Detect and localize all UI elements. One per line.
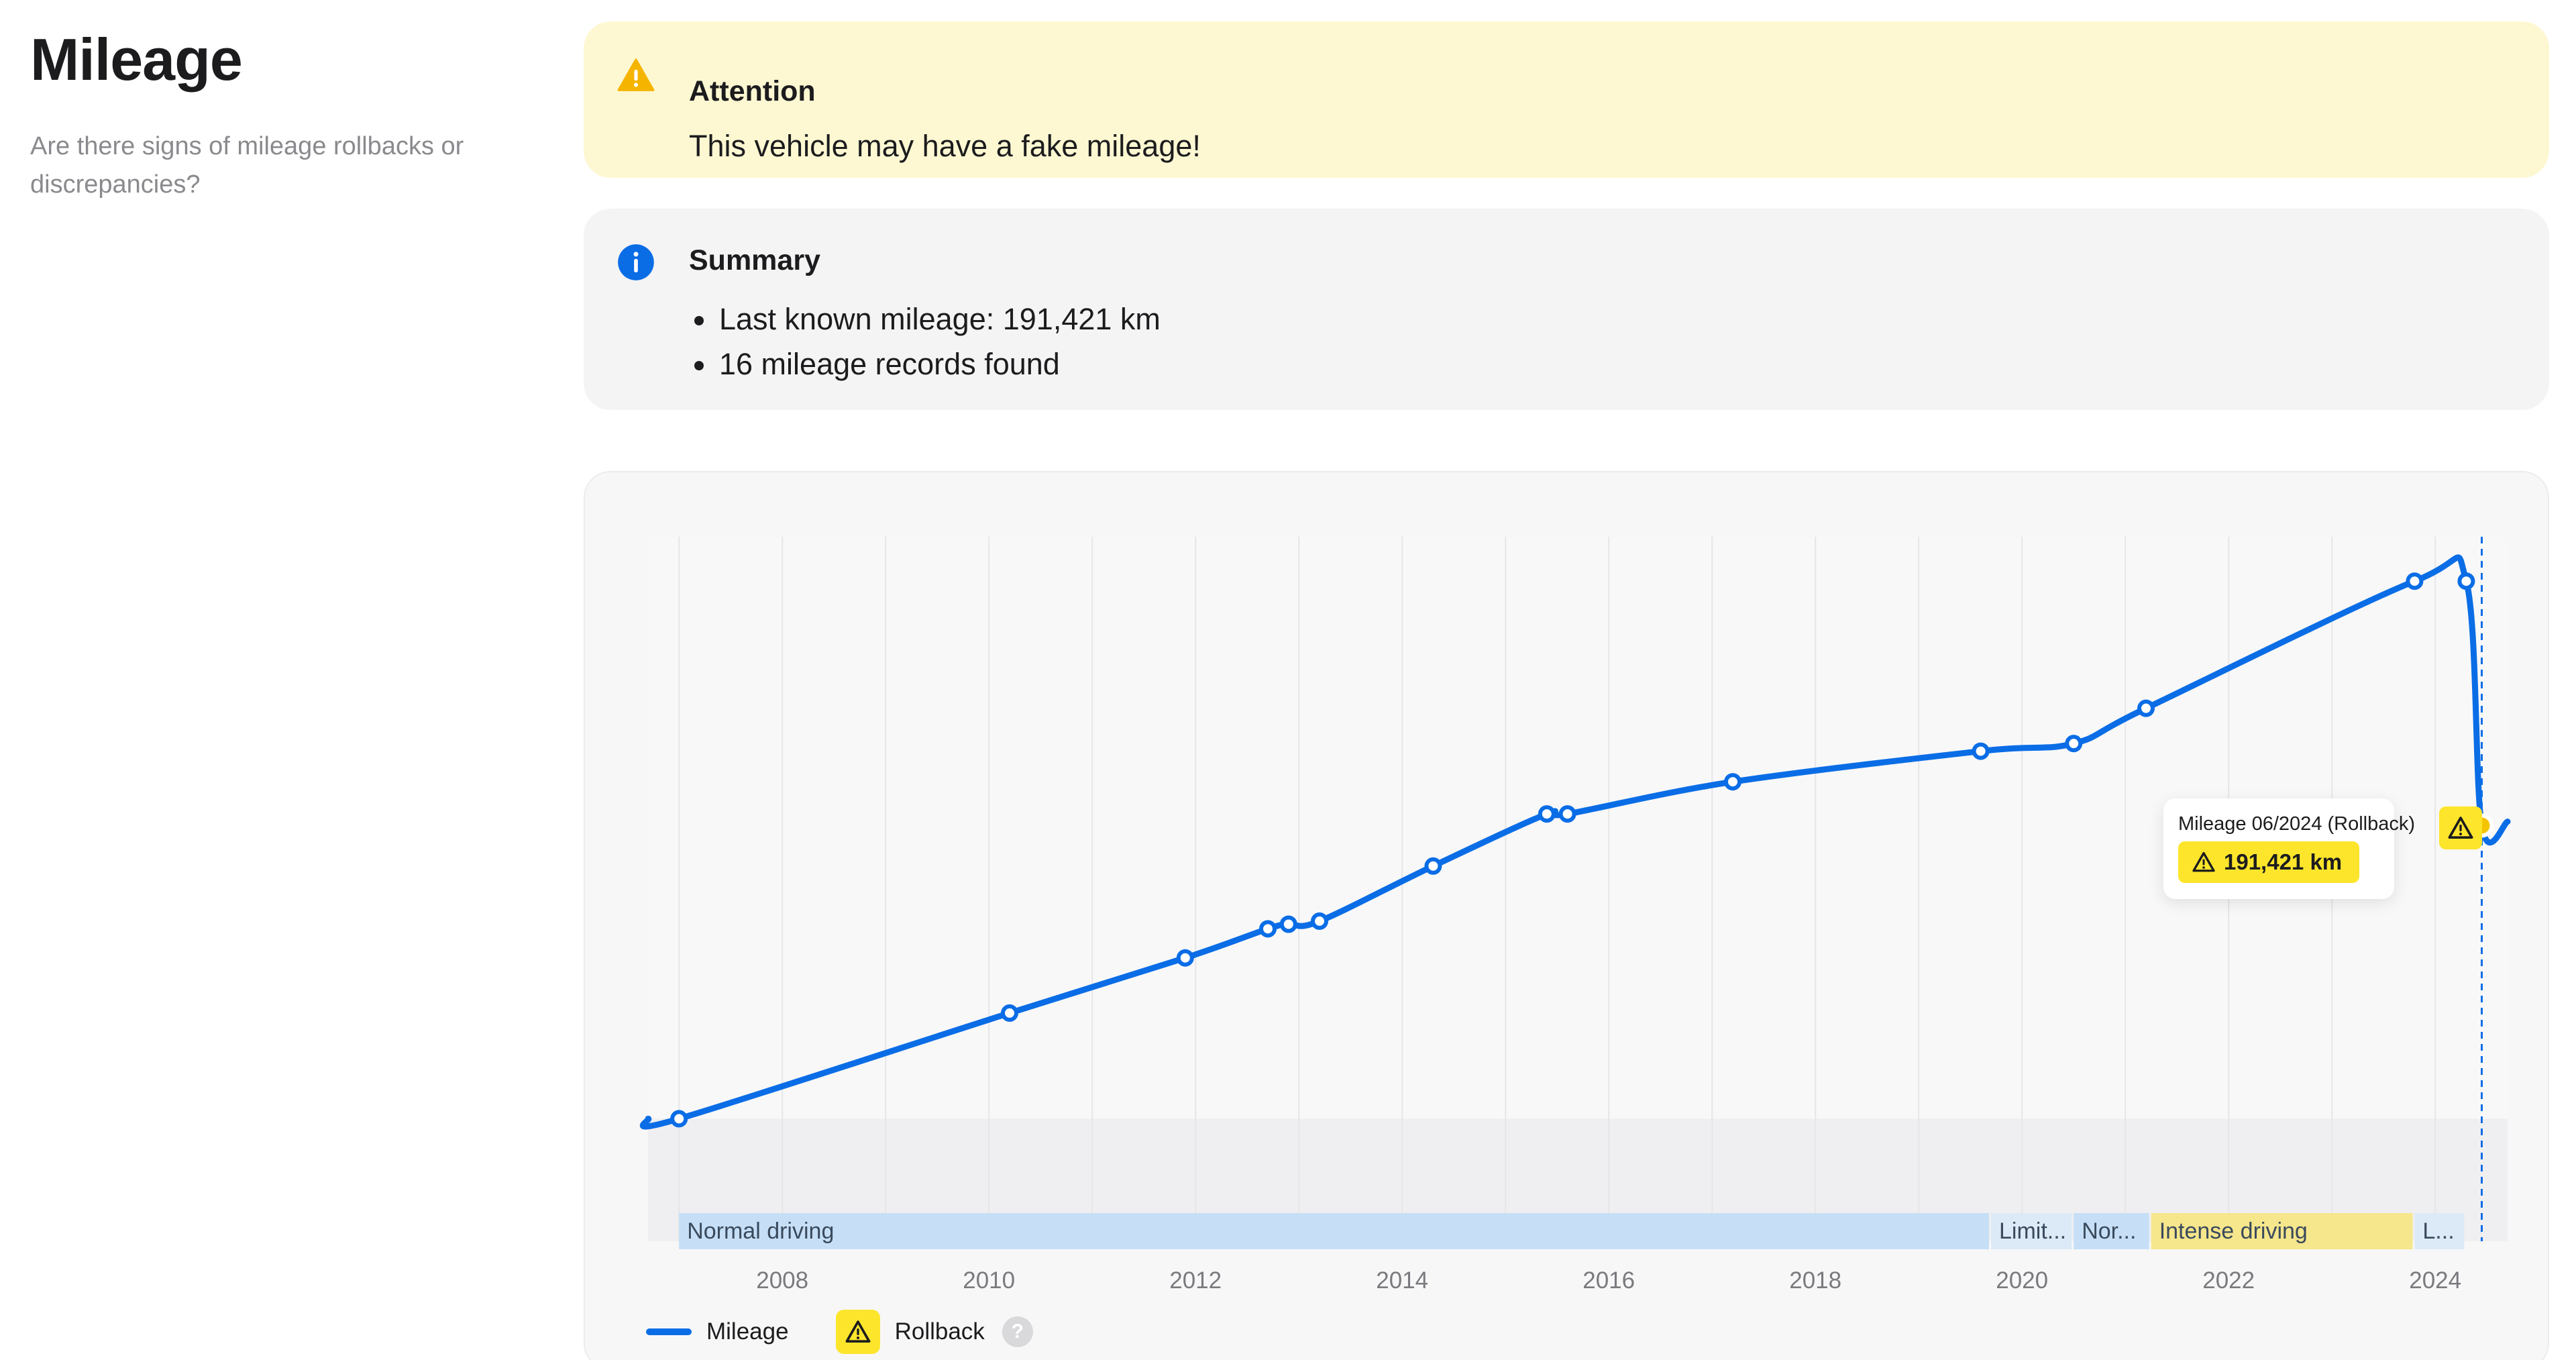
summary-title: Summary — [689, 244, 820, 276]
driving-band-label: Limit... — [1999, 1218, 2066, 1244]
x-tick-label: 2010 — [963, 1267, 1015, 1294]
x-tick-label: 2022 — [2202, 1267, 2255, 1294]
legend-mileage-swatch — [646, 1328, 692, 1335]
help-icon[interactable]: ? — [1002, 1316, 1033, 1347]
chart-legend: Mileage Rollback ? — [646, 1308, 1033, 1355]
data-point — [1176, 949, 1194, 967]
warning-triangle-icon — [845, 1320, 871, 1343]
tooltip-value-badge: 191,421 km — [2178, 841, 2360, 883]
rollback-tooltip: Mileage 06/2024 (Rollback) 191,421 km — [2163, 798, 2415, 899]
legend-rollback-label: Rollback — [894, 1318, 985, 1345]
summary-item-last-mileage: Last known mileage: 191,421 km — [689, 297, 1161, 342]
data-point — [1259, 920, 1277, 938]
tooltip-value: 191,421 km — [2224, 849, 2343, 874]
data-point — [1558, 805, 1576, 823]
data-point — [1279, 915, 1297, 933]
data-point — [1724, 773, 1741, 791]
x-tick-label: 2018 — [1789, 1267, 1841, 1294]
driving-band — [2414, 1213, 2465, 1249]
summary-list: Last known mileage: 191,421 km 16 mileag… — [689, 297, 1161, 386]
x-tick-label: 2016 — [1582, 1267, 1635, 1294]
x-tick-label: 2012 — [1169, 1267, 1222, 1294]
warning-triangle-icon — [2448, 817, 2473, 839]
driving-band-label: L... — [2422, 1218, 2454, 1244]
attention-alert: Attention This vehicle may have a fake m… — [584, 21, 2549, 178]
data-point — [2457, 572, 2475, 590]
driving-band-label: Nor... — [2082, 1218, 2136, 1244]
x-tick-label: 2024 — [2409, 1267, 2461, 1294]
legend-rollback-swatch — [835, 1310, 880, 1354]
warning-triangle-icon — [2192, 851, 2215, 872]
data-point — [1424, 857, 1442, 875]
attention-text: This vehicle may have a fake mileage! — [689, 129, 1201, 163]
tooltip-title: Mileage 06/2024 (Rollback) — [2178, 813, 2416, 835]
data-point — [1001, 1004, 1018, 1022]
page-title: Mileage — [30, 26, 243, 93]
x-tick-label: 2020 — [1996, 1267, 2048, 1294]
data-point — [2406, 572, 2424, 590]
info-circle-icon — [618, 244, 654, 280]
driving-band — [1991, 1213, 2072, 1249]
driving-band — [679, 1213, 1990, 1249]
rollback-marker[interactable] — [2439, 806, 2482, 849]
driving-band-label: Intense driving — [2159, 1218, 2308, 1244]
attention-title: Attention — [689, 75, 816, 107]
data-point — [2137, 699, 2155, 717]
data-point — [1311, 912, 1328, 930]
warning-triangle-icon — [617, 58, 655, 91]
legend-mileage-label: Mileage — [706, 1318, 789, 1345]
driving-band-label: Normal driving — [687, 1218, 834, 1244]
plot-background — [648, 537, 2508, 1241]
driving-band — [2151, 1213, 2413, 1249]
summary-item-record-count: 16 mileage records found — [689, 342, 1161, 386]
driving-band — [2074, 1213, 2149, 1249]
data-point — [1538, 805, 1556, 823]
page-subtitle: Are there signs of mileage rollbacks or … — [30, 132, 464, 199]
x-tick-label: 2014 — [1376, 1267, 1428, 1294]
data-point — [670, 1110, 688, 1128]
data-point — [1972, 742, 1990, 760]
x-tick-label: 2008 — [756, 1267, 808, 1294]
summary-box: Summary Last known mileage: 191,421 km 1… — [584, 209, 2549, 410]
data-point — [2065, 735, 2083, 753]
mileage-line — [639, 554, 2511, 1130]
